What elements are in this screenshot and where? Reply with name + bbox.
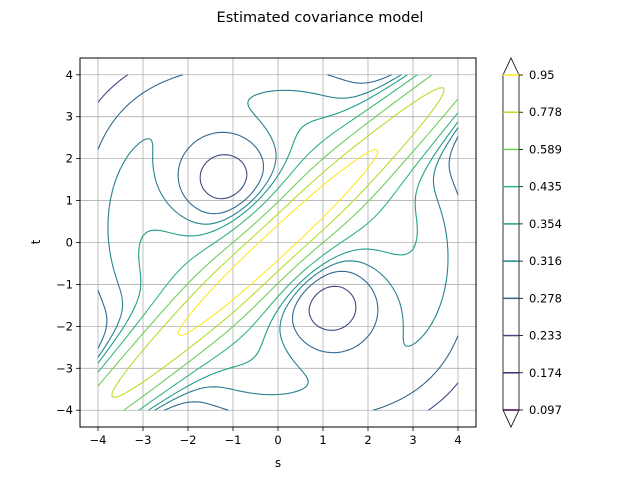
y-tick-label: 4 — [66, 68, 73, 82]
contour-level-7 — [97, 74, 459, 411]
colorbar: 0.097 0.174 0.233 0.278 0.316 0.354 0.435 0.589… — [502, 57, 562, 428]
x-tick-label: 3 — [409, 433, 416, 447]
contour-level-6 — [97, 74, 459, 411]
x-tick-label: 4 — [454, 433, 461, 447]
colorbar-tick-label: 0.097 — [529, 403, 562, 417]
colorbar-tick-label: 0.435 — [529, 180, 562, 194]
contour-level-2 — [97, 74, 459, 411]
colorbar-tick-label: 0.316 — [529, 254, 562, 268]
y-axis-label: t — [29, 239, 43, 244]
contour-level-8 — [111, 87, 445, 398]
contour-lines — [97, 74, 459, 411]
y-axis-ticks: −4 −3 −2 −1 0 1 2 3 4 — [56, 68, 80, 417]
x-axis-ticks: −4 −3 −2 −1 0 1 2 3 4 — [90, 427, 462, 447]
y-tick-label: −3 — [56, 361, 73, 375]
colorbar-extend-top — [502, 57, 520, 76]
x-tick-label: 2 — [364, 433, 371, 447]
colorbar-tick-label: 0.589 — [529, 142, 562, 156]
y-tick-label: 3 — [66, 110, 73, 124]
colorbar-tick-label: 0.278 — [529, 291, 562, 305]
contour-level-3 — [97, 74, 459, 411]
colorbar-tick-label: 0.354 — [529, 217, 562, 231]
x-tick-label: −3 — [135, 433, 152, 447]
y-tick-label: 2 — [66, 152, 73, 166]
x-tick-label: 1 — [319, 433, 326, 447]
y-tick-label: −4 — [56, 403, 73, 417]
colorbar-tick-label: 0.174 — [529, 366, 562, 380]
x-tick-label: −2 — [180, 433, 197, 447]
x-axis-label: s — [275, 456, 281, 470]
plot-area: −4 −3 −2 −1 0 1 2 3 4 −4 −3 −2 −1 0 1 2 3 4 — [56, 57, 477, 447]
contour-level-5 — [97, 74, 459, 411]
colorbar-tick-label: 0.778 — [529, 105, 562, 119]
x-tick-label: 0 — [274, 433, 281, 447]
colorbar-extend-bottom — [502, 409, 520, 428]
colorbar-tick-label: 0.95 — [529, 68, 555, 82]
x-tick-label: −1 — [225, 433, 242, 447]
contour-level-4 — [97, 74, 459, 411]
contour-level-9 — [177, 148, 379, 337]
colorbar-body — [502, 74, 520, 411]
x-tick-label: −4 — [90, 433, 107, 447]
chart-title: Estimated covariance model — [217, 10, 424, 26]
y-tick-label: −1 — [56, 277, 73, 291]
y-tick-label: 0 — [66, 236, 73, 250]
colorbar-tick-label: 0.233 — [529, 329, 562, 343]
y-tick-label: −2 — [56, 319, 73, 333]
y-tick-label: 1 — [66, 194, 73, 208]
